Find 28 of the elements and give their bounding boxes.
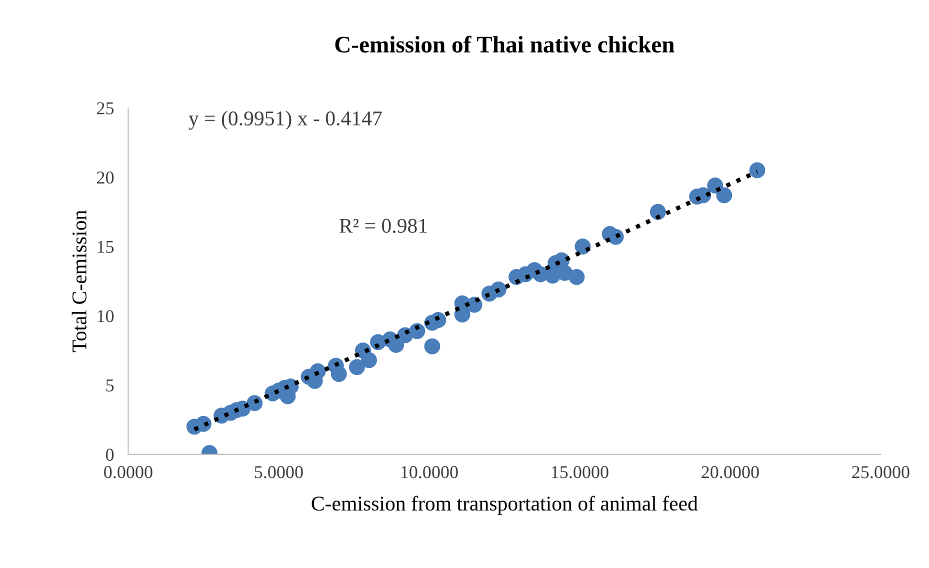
point <box>749 162 766 178</box>
point <box>348 359 365 376</box>
y-tick-label: 5 <box>106 380 114 392</box>
y-tick-label: 25 <box>97 102 114 114</box>
y-tick-label: 10 <box>98 310 114 322</box>
point <box>424 338 440 354</box>
point <box>574 238 591 254</box>
x-tick-label: 20.0000 <box>702 466 759 478</box>
annotation: R² = 0.981 <box>340 218 427 233</box>
x-tick-label: 25.0000 <box>852 466 910 478</box>
y-axis-title: Total C-emission <box>72 210 86 352</box>
point <box>409 323 426 340</box>
x-tick-label: 0.0000 <box>104 466 152 478</box>
annotation: y = (0.9951) x - 0.4147 <box>188 110 382 130</box>
point <box>556 264 573 281</box>
x-tick-label: 10.0000 <box>401 466 458 478</box>
point <box>568 269 585 285</box>
y-tick-label: 15 <box>98 240 114 253</box>
point <box>716 187 732 204</box>
x-axis-title: C-emission from transportation of animal feed <box>312 496 698 515</box>
y-tick-label: 20 <box>97 171 114 184</box>
x-tick-label: 5.0000 <box>254 466 303 478</box>
point <box>361 352 377 368</box>
point <box>330 366 347 382</box>
x-tick-label: 15.0000 <box>552 466 608 478</box>
chart-title: C-emission of Thai native chicken <box>335 36 674 53</box>
y-tick-label: 0 <box>106 448 114 461</box>
point <box>490 281 506 298</box>
